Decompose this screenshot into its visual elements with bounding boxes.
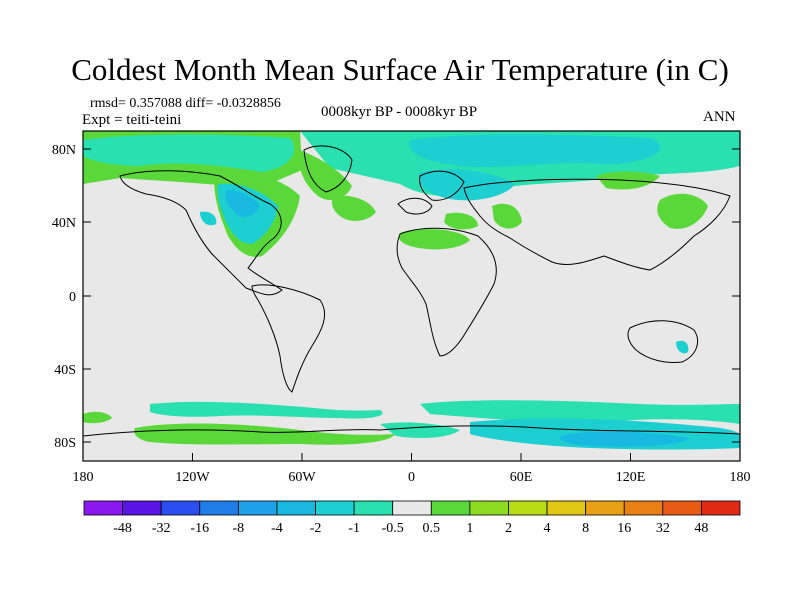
africa-coast — [396, 227, 497, 357]
colorbar-box-4 — [237, 500, 278, 516]
so-cool-band-west — [150, 401, 383, 419]
greenland-warm-field — [299, 150, 352, 201]
caspian-warm-field — [492, 203, 522, 229]
colorbar — [83, 500, 741, 516]
lon-label-60w: 60W — [288, 470, 316, 485]
colorbar-box-2 — [160, 500, 201, 516]
lat-tick-marks — [83, 148, 740, 443]
colorbar-label-1: -32 — [152, 521, 171, 536]
lat-labels: 80N 40N 0 40S 80S — [52, 143, 76, 451]
colorbar-label-4: -4 — [271, 521, 283, 536]
coastlines — [83, 145, 740, 437]
lon-label-0: 0 — [408, 470, 415, 485]
europe-west-coast — [397, 197, 433, 215]
colorbar-box-8 — [392, 500, 432, 516]
na-west-cold-spot — [200, 211, 217, 226]
lon-label-120e: 120E — [616, 470, 646, 485]
lon-tick-marks — [82, 453, 741, 461]
colorbar-box-5 — [276, 500, 316, 516]
australia-cold-spot — [676, 340, 689, 354]
lat-label-40n: 40N — [52, 216, 76, 231]
eurasia-coast — [463, 178, 731, 271]
east-asia-warm-field — [657, 193, 708, 229]
map-title: Coldest Month Mean Surface Air Temperatu… — [71, 52, 729, 87]
colorbar-label-14: 32 — [656, 521, 670, 536]
season-label: ANN — [703, 109, 736, 125]
scandinavia-cold-field — [418, 169, 515, 201]
colorbar-box-11 — [508, 500, 548, 516]
colorbar-label-8: 0.5 — [423, 521, 441, 536]
lon-label-180e: 180 — [730, 470, 751, 485]
colorbar-label-11: 4 — [544, 521, 551, 536]
lon-labels: 180 120W 60W 0 60E 120E 180 — [73, 470, 751, 485]
south-america-coast — [251, 284, 325, 393]
colorbar-label-0: -48 — [113, 521, 132, 536]
colorbar-label-13: 16 — [617, 521, 631, 536]
colorbar-label-5: -2 — [310, 521, 322, 536]
anomaly-fields — [83, 131, 740, 450]
colorbar-box-0 — [83, 500, 123, 516]
eurasia-arctic-cold-field — [409, 134, 661, 167]
colorbar-box-3 — [199, 500, 239, 516]
colorbar-label-2: -16 — [190, 521, 209, 536]
lat-label-0: 0 — [69, 290, 76, 305]
colorbar-box-6 — [315, 500, 355, 516]
lat-label-80s: 80S — [54, 436, 76, 451]
lon-label-180w: 180 — [73, 470, 94, 485]
antarctica-warm-band-west — [134, 423, 395, 445]
antarctica-colder-field — [559, 431, 690, 447]
colorbar-label-9: 1 — [466, 521, 473, 536]
arctic-cool-field — [83, 134, 295, 172]
colorbar-labels: -48 -32 -16 -8 -4 -2 -1 -0.5 0.5 1 2 4 8 16 32 48 — [113, 521, 708, 536]
scandinavia-coast — [419, 170, 465, 201]
australia-coast — [627, 320, 698, 363]
colorbar-box-7 — [353, 500, 394, 516]
lat-label-80n: 80N — [52, 143, 76, 158]
greenland-coast — [303, 145, 353, 193]
na-colder-field — [225, 190, 260, 217]
so-warm-spot-1 — [83, 411, 112, 424]
colorbar-box-14 — [623, 500, 664, 516]
colorbar-label-10: 2 — [505, 521, 512, 536]
colorbar-label-12: 8 — [582, 521, 589, 536]
north-america-coast — [119, 170, 283, 296]
colorbar-label-7: -0.5 — [382, 521, 404, 536]
lat-label-40s: 40S — [54, 363, 76, 378]
stats-label: rmsd= 0.357088 diff= -0.0328856 — [90, 96, 281, 111]
lon-label-120w: 120W — [175, 470, 210, 485]
period-label: 0008kyr BP - 0008kyr BP — [321, 104, 478, 120]
antarctica-coast — [83, 425, 740, 437]
colorbar-box-10 — [469, 500, 509, 516]
sahara-warm-field — [398, 229, 470, 250]
colorbar-box-12 — [546, 500, 587, 516]
atlantic-warm-field — [332, 195, 376, 221]
colorbar-label-15: 48 — [694, 521, 708, 536]
experiment-label: Expt = teiti-teini — [82, 112, 182, 128]
colorbar-box-13 — [585, 500, 625, 516]
so-cool-band-east — [420, 400, 740, 424]
mediterranean-warm-field — [444, 212, 478, 230]
colorbar-label-6: -1 — [348, 521, 360, 536]
colorbar-label-3: -8 — [233, 521, 245, 536]
colorbar-box-1 — [122, 500, 162, 516]
colorbar-box-15 — [662, 500, 702, 516]
lon-label-60e: 60E — [510, 470, 533, 485]
colorbar-box-16 — [701, 500, 741, 516]
colorbar-box-9 — [430, 500, 471, 516]
